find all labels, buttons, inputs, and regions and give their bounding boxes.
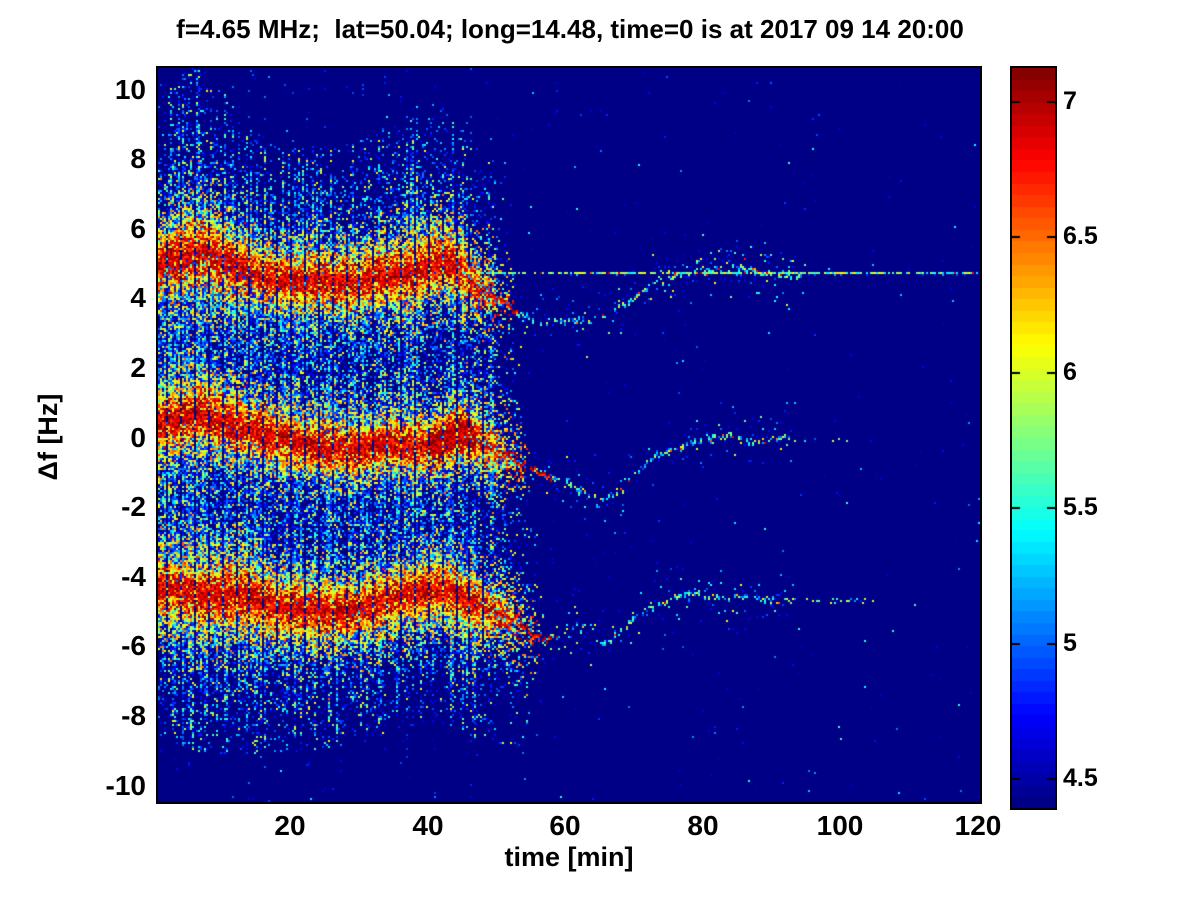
y-tick-label: 10 [114,74,146,105]
colorbar-tick-label: 6 [1063,358,1077,386]
x-tick-label: 100 [816,810,864,841]
colorbar-tick-label: 6.5 [1063,222,1098,250]
y-tick-label: 2 [130,352,146,383]
y-tick-label: -8 [121,700,146,731]
y-tick-label: 6 [130,213,146,244]
x-tick-label: 80 [687,810,719,841]
colorbar [1010,66,1057,810]
y-tick-label: -10 [105,770,146,801]
x-axis-label: time [min] [504,842,634,872]
y-tick-label: -2 [121,491,146,522]
colorbar-tick-label: 7 [1063,87,1077,115]
x-tick-label: 20 [274,810,306,841]
y-tick-label: 8 [130,143,146,174]
colorbar-tick-label: 5 [1063,629,1077,657]
y-tick-label: 4 [130,282,146,313]
x-tick-label: 60 [549,810,581,841]
y-tick-label: 0 [130,422,146,453]
spectrogram-canvas [158,68,980,802]
plot-area [156,66,982,804]
x-tick-label: 120 [954,810,1002,841]
x-tick-label: 40 [412,810,444,841]
y-tick-label: -6 [121,630,146,661]
colorbar-canvas [1012,68,1055,808]
colorbar-tick-label: 4.5 [1063,764,1098,792]
y-tick-label: -4 [121,561,146,592]
chart-title: f=4.65 MHz; lat=50.04; long=14.48, time=… [176,14,964,44]
colorbar-tick-label: 5.5 [1063,493,1098,521]
